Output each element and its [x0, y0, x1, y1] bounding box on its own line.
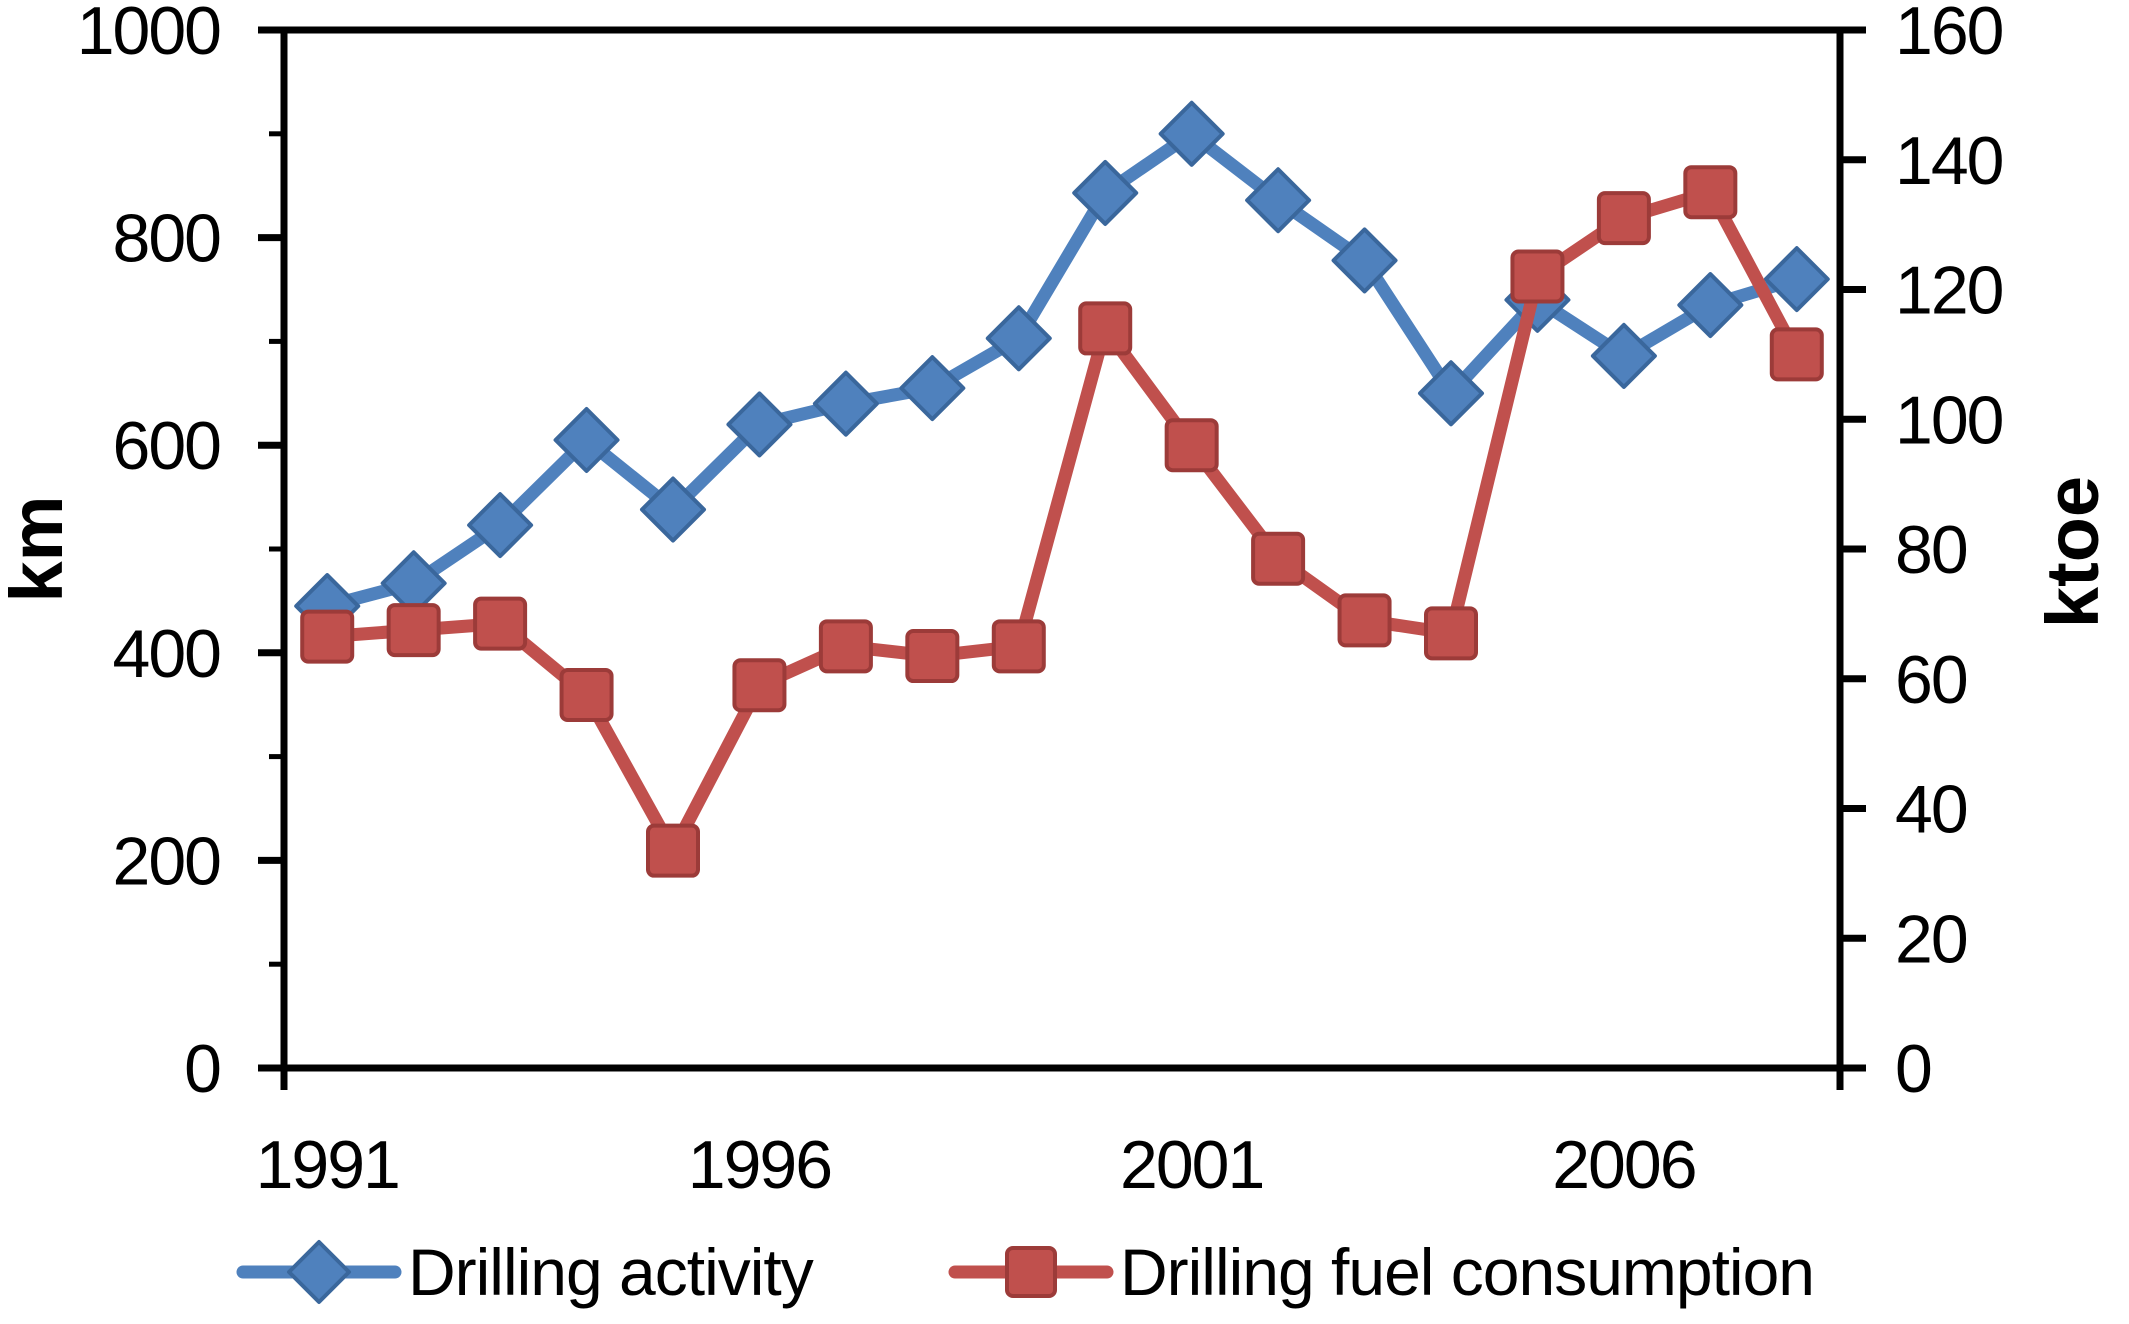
left-axis-tick-label: 200 — [113, 823, 221, 899]
drilling-activity-marker — [1418, 360, 1484, 427]
drilling-fuel-consumption-marker — [991, 619, 1046, 674]
drilling-fuel-consumption-marker — [1424, 606, 1478, 661]
drilling-activity-series — [294, 100, 1830, 640]
drilling-fuel-consumption-marker — [559, 667, 614, 722]
drilling-fuel-consumption-marker — [818, 619, 873, 674]
legend-activity-marker — [287, 1240, 351, 1304]
drilling-activity-marker — [1158, 100, 1225, 167]
drilling-fuel-consumption-marker — [1769, 327, 1824, 382]
legend-fuel-marker — [1005, 1246, 1057, 1298]
drilling-activity-marker — [1590, 322, 1657, 389]
drilling-fuel-consumption-marker — [1510, 249, 1565, 304]
left-axis-tick-label: 600 — [113, 408, 221, 484]
drilling-fuel-consumption-series — [300, 165, 1824, 878]
right-axis-tick-label: 40 — [1895, 772, 1967, 848]
drilling-fuel-consumption-marker — [1078, 301, 1133, 356]
drilling-fuel-consumption-marker — [473, 596, 528, 651]
drilling-fuel-consumption-marker — [646, 823, 700, 878]
left-axis-title: km — [0, 496, 78, 603]
x-axis-tick-label: 2006 — [1552, 1127, 1695, 1203]
drilling-fuel-consumption-marker — [1164, 418, 1219, 473]
drilling-fuel-consumption-marker — [732, 658, 787, 713]
x-axis-tick-label: 1991 — [256, 1127, 399, 1203]
drilling-activity-marker — [726, 391, 793, 458]
left-axis-tick-label: 400 — [113, 616, 221, 692]
drilling-activity-marker — [553, 407, 620, 474]
drilling-fuel-consumption-marker — [386, 603, 441, 658]
drilling-fuel-consumption-marker — [905, 629, 960, 684]
drilling-activity-marker — [640, 476, 706, 543]
right-axis-tick-label: 100 — [1895, 382, 2003, 458]
drilling-fuel-consumption-marker — [1683, 165, 1738, 220]
right-axis-title: ktoe — [2031, 476, 2114, 628]
legend-activity-label: Drilling activity — [408, 1235, 814, 1309]
right-axis-tick-label: 60 — [1895, 642, 1967, 718]
right-axis-tick-label: 20 — [1895, 901, 1967, 977]
drilling-fuel-consumption-marker — [1337, 593, 1392, 648]
drilling-activity-marker — [985, 305, 1052, 372]
left-axis-tick-label: 1000 — [77, 0, 220, 69]
left-axis-tick-label: 0 — [184, 1031, 220, 1107]
legend-fuel-label: Drilling fuel consumption — [1120, 1235, 1814, 1309]
left-axis-tick-label: 800 — [113, 201, 221, 277]
drilling-fuel-consumption-marker — [1596, 191, 1651, 246]
right-axis-tick-label: 120 — [1895, 253, 2003, 329]
right-axis-tick-label: 0 — [1895, 1031, 1931, 1107]
drilling-fuel-consumption-line — [320, 185, 1804, 858]
drilling-fuel-consumption-marker — [300, 609, 355, 664]
legend: Drilling activity Drilling fuel consumpti… — [236, 1235, 1815, 1309]
x-axis-tick-label: 2001 — [1120, 1127, 1263, 1203]
right-axis-tick-label: 160 — [1895, 0, 2003, 69]
drilling-activity-line — [320, 127, 1804, 613]
drilling-activity-marker — [1245, 167, 1312, 234]
drilling-activity-marker — [899, 355, 966, 422]
drilling-activity-marker — [1763, 246, 1830, 313]
drilling-fuel-consumption-marker — [1251, 531, 1306, 586]
x-axis-tick-label: 1996 — [688, 1127, 831, 1203]
drilling-activity-marker — [1072, 159, 1139, 226]
drilling-activity-marker — [1677, 272, 1744, 339]
right-axis-tick-label: 80 — [1895, 512, 1967, 588]
drilling-activity-marker — [1331, 227, 1398, 294]
drilling-activity-marker — [812, 370, 879, 437]
drilling-activity-marker — [467, 492, 534, 559]
right-axis-tick-label: 140 — [1895, 123, 2003, 199]
